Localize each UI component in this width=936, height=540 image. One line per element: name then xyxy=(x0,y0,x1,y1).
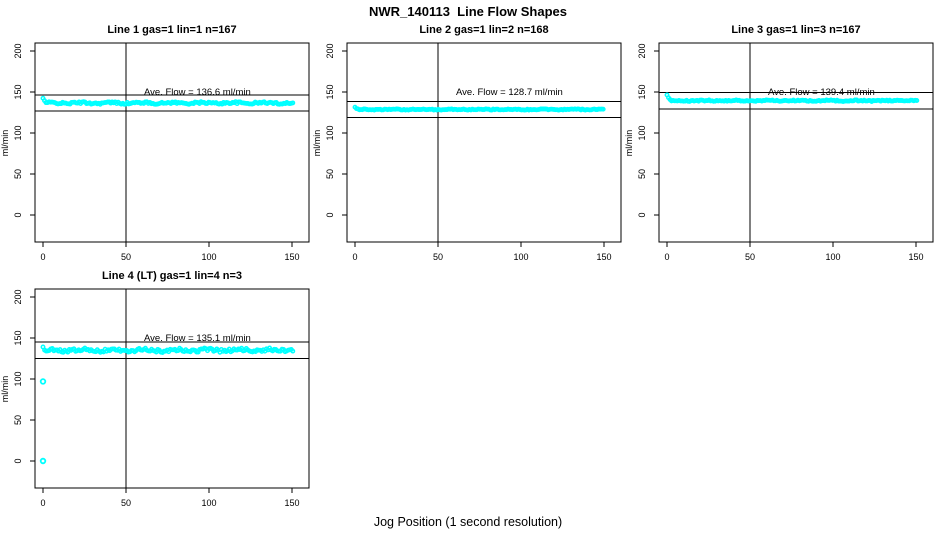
y-tick-label: 0 xyxy=(13,212,23,217)
y-axis-title: ml/min xyxy=(624,130,634,157)
y-tick-label: 0 xyxy=(637,212,647,217)
y-tick-label: 200 xyxy=(13,43,23,58)
x-tick-label: 50 xyxy=(121,252,131,262)
y-tick-label: 50 xyxy=(637,169,647,179)
x-tick-label: 0 xyxy=(40,252,45,262)
panel-line-2: Line 2 gas=1 lin=2 n=168 Ave. Flow = 128.… xyxy=(312,24,622,262)
x-axis-label: Jog Position (1 second resolution) xyxy=(373,515,563,529)
y-axis-title: ml/min xyxy=(0,376,10,403)
panel-title: Line 4 (LT) gas=1 lin=4 n=3 xyxy=(102,270,242,282)
panel-frame xyxy=(34,42,310,243)
y-tick-label: 200 xyxy=(325,43,335,58)
x-tick-label: 100 xyxy=(825,252,840,262)
outlier-point xyxy=(39,378,47,385)
x-tick-label: 0 xyxy=(352,252,357,262)
panel-frame xyxy=(34,288,310,489)
y-axis-title: ml/min xyxy=(0,130,10,157)
y-tick-label: 150 xyxy=(13,330,23,345)
y-tick-label: 200 xyxy=(13,289,23,304)
panel-title: Line 1 gas=1 lin=1 n=167 xyxy=(107,24,236,36)
data-points xyxy=(664,92,920,104)
x-tick-label: 0 xyxy=(40,498,45,508)
panel-title: Line 3 gas=1 lin=3 n=167 xyxy=(731,24,860,36)
x-tick-label: 150 xyxy=(284,498,299,508)
main-title: NWR_140113 Line Flow Shapes xyxy=(369,4,567,19)
panel-frame xyxy=(658,42,934,243)
y-tick-label: 100 xyxy=(13,371,23,386)
x-tick-label: 50 xyxy=(433,252,443,262)
x-tick-label: 0 xyxy=(664,252,669,262)
x-tick-label: 50 xyxy=(745,252,755,262)
x-tick-label: 150 xyxy=(596,252,611,262)
panel-title: Line 2 gas=1 lin=2 n=168 xyxy=(419,24,548,36)
y-tick-label: 100 xyxy=(637,125,647,140)
panel-line-4: Line 4 (LT) gas=1 lin=4 n=3 Ave. Flow = 1… xyxy=(0,270,310,508)
outlier-point xyxy=(39,457,47,465)
panel-frame xyxy=(346,42,622,243)
y-tick-label: 100 xyxy=(13,125,23,140)
y-axis-title: ml/min xyxy=(312,130,322,157)
y-tick-label: 150 xyxy=(325,84,335,99)
x-tick-label: 100 xyxy=(513,252,528,262)
ave-flow-label: Ave. Flow = 135.1 ml/min xyxy=(144,333,251,344)
data-points xyxy=(39,344,296,465)
y-tick-label: 50 xyxy=(13,169,23,179)
data-points xyxy=(40,95,296,107)
x-tick-label: 50 xyxy=(121,498,131,508)
y-tick-label: 200 xyxy=(637,43,647,58)
y-tick-label: 150 xyxy=(637,84,647,99)
y-tick-label: 50 xyxy=(13,415,23,425)
y-tick-label: 50 xyxy=(325,169,335,179)
y-tick-label: 0 xyxy=(325,212,335,217)
y-tick-label: 150 xyxy=(13,84,23,99)
x-tick-label: 150 xyxy=(284,252,299,262)
ave-flow-label: Ave. Flow = 128.7 ml/min xyxy=(456,87,563,98)
panel-line-3: Line 3 gas=1 lin=3 n=167 Ave. Flow = 139.… xyxy=(624,24,934,262)
x-tick-label: 150 xyxy=(908,252,923,262)
data-points xyxy=(352,104,606,113)
y-tick-label: 100 xyxy=(325,125,335,140)
y-tick-label: 0 xyxy=(13,458,23,463)
x-tick-label: 100 xyxy=(201,252,216,262)
x-tick-label: 100 xyxy=(201,498,216,508)
panel-line-1: Line 1 gas=1 lin=1 n=167 Ave. Flow = 136.… xyxy=(0,24,310,262)
ave-flow-label: Ave. Flow = 136.6 ml/min xyxy=(144,87,251,98)
ave-flow-label: Ave. Flow = 139.4 ml/min xyxy=(768,87,875,98)
